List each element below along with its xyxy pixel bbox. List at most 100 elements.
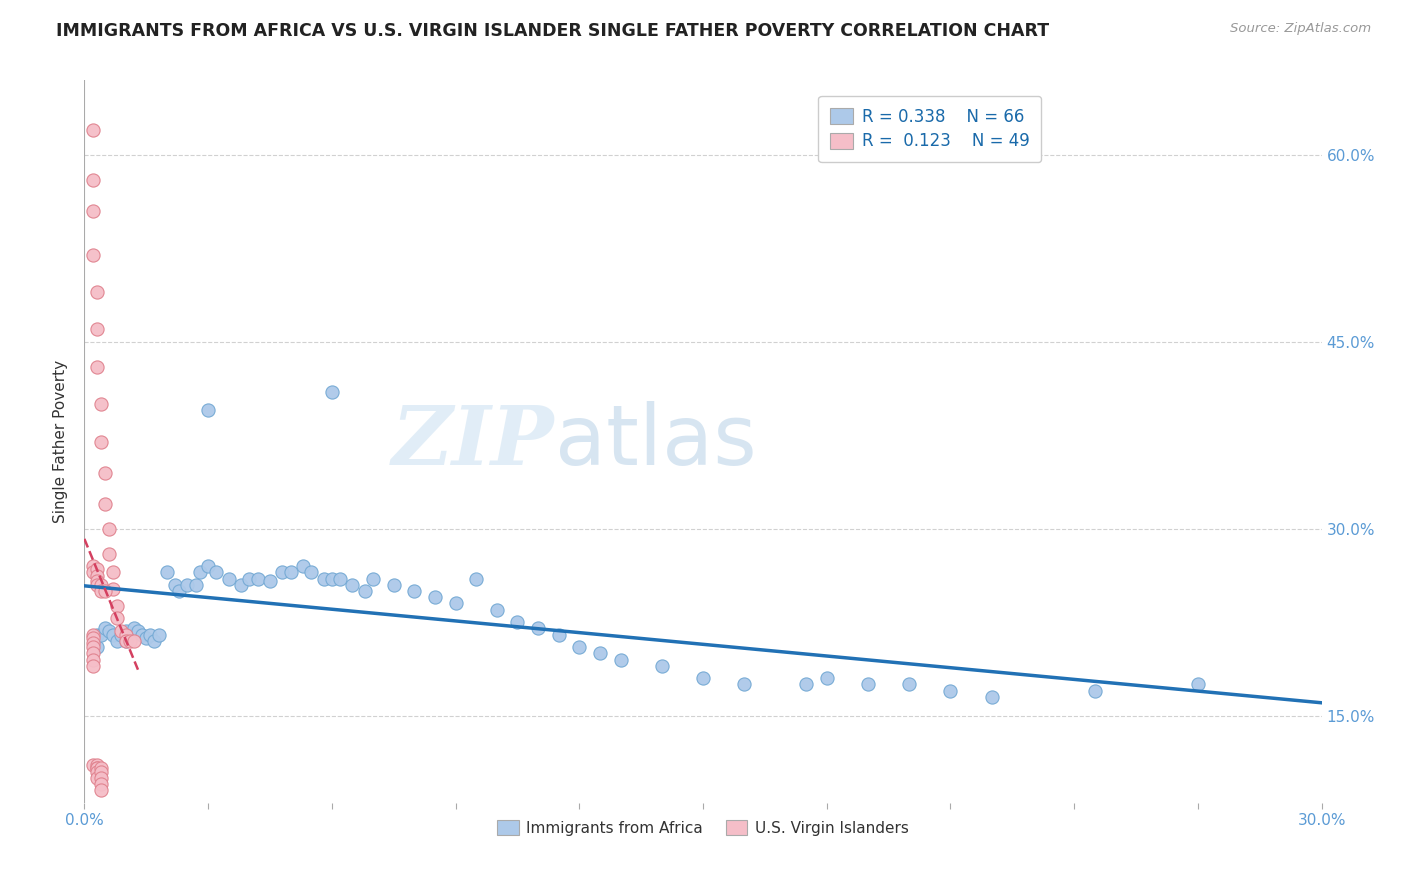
Point: [90, 627, 112, 641]
Point: [465, 572, 488, 586]
Point: [135, 632, 157, 646]
Point: [86, 322, 108, 336]
Point: [271, 566, 294, 580]
Point: [404, 584, 426, 599]
Point: [205, 566, 228, 580]
Point: [90, 777, 112, 791]
Point: [82, 204, 104, 219]
Point: [939, 683, 962, 698]
Point: [110, 627, 132, 641]
Point: [794, 677, 817, 691]
Point: [506, 615, 529, 630]
Point: [353, 584, 375, 599]
Point: [90, 434, 112, 449]
Point: [312, 572, 335, 586]
Point: [90, 584, 112, 599]
Text: atlas: atlas: [554, 401, 756, 482]
Point: [94, 497, 117, 511]
Point: [98, 547, 121, 561]
Point: [86, 758, 108, 772]
Point: [382, 578, 405, 592]
Point: [82, 627, 104, 641]
Point: [114, 633, 136, 648]
Point: [342, 578, 364, 592]
Point: [856, 677, 879, 691]
Point: [90, 771, 112, 785]
Point: [1084, 683, 1107, 698]
Point: [82, 632, 104, 646]
Point: [143, 633, 166, 648]
Point: [86, 627, 108, 641]
Point: [90, 397, 112, 411]
Point: [86, 761, 108, 775]
Point: [82, 173, 104, 187]
Point: [589, 646, 612, 660]
Point: [118, 633, 141, 648]
Point: [98, 624, 121, 638]
Point: [361, 572, 384, 586]
Point: [90, 761, 112, 775]
Point: [692, 671, 714, 685]
Point: [114, 633, 136, 648]
Point: [485, 603, 508, 617]
Point: [329, 572, 352, 586]
Point: [568, 640, 591, 654]
Point: [127, 624, 149, 638]
Point: [82, 658, 104, 673]
Point: [167, 584, 190, 599]
Text: IMMIGRANTS FROM AFRICA VS U.S. VIRGIN ISLANDER SINGLE FATHER POVERTY CORRELATION: IMMIGRANTS FROM AFRICA VS U.S. VIRGIN IS…: [56, 22, 1049, 40]
Point: [86, 761, 108, 775]
Point: [609, 652, 631, 666]
Point: [94, 621, 117, 635]
Point: [105, 611, 128, 625]
Point: [86, 771, 108, 785]
Point: [165, 578, 187, 592]
Point: [105, 599, 128, 613]
Text: Source: ZipAtlas.com: Source: ZipAtlas.com: [1230, 22, 1371, 36]
Point: [86, 359, 108, 374]
Point: [246, 572, 269, 586]
Point: [82, 566, 104, 580]
Point: [90, 578, 112, 592]
Point: [103, 582, 125, 596]
Point: [131, 627, 153, 641]
Point: [280, 566, 302, 580]
Point: [156, 566, 179, 580]
Point: [86, 285, 108, 299]
Point: [1187, 677, 1209, 691]
Point: [139, 627, 162, 641]
Y-axis label: Single Father Poverty: Single Father Poverty: [53, 360, 69, 523]
Point: [733, 677, 755, 691]
Point: [82, 123, 104, 137]
Point: [444, 597, 467, 611]
Point: [229, 578, 252, 592]
Point: [98, 522, 121, 536]
Point: [105, 633, 128, 648]
Point: [103, 566, 125, 580]
Point: [651, 658, 673, 673]
Point: [86, 578, 108, 592]
Point: [188, 566, 211, 580]
Point: [118, 627, 141, 641]
Point: [86, 764, 108, 779]
Point: [82, 758, 104, 772]
Point: [176, 578, 198, 592]
Point: [94, 466, 117, 480]
Point: [114, 627, 136, 641]
Point: [259, 574, 281, 588]
Point: [82, 559, 104, 574]
Point: [82, 646, 104, 660]
Point: [82, 640, 104, 654]
Legend: Immigrants from Africa, U.S. Virgin Islanders: Immigrants from Africa, U.S. Virgin Isla…: [491, 814, 915, 842]
Point: [815, 671, 838, 685]
Point: [299, 566, 322, 580]
Point: [86, 569, 108, 583]
Point: [980, 690, 1002, 704]
Point: [423, 591, 446, 605]
Point: [321, 384, 343, 399]
Point: [148, 627, 170, 641]
Point: [82, 636, 104, 650]
Point: [321, 572, 343, 586]
Point: [122, 621, 145, 635]
Point: [90, 783, 112, 797]
